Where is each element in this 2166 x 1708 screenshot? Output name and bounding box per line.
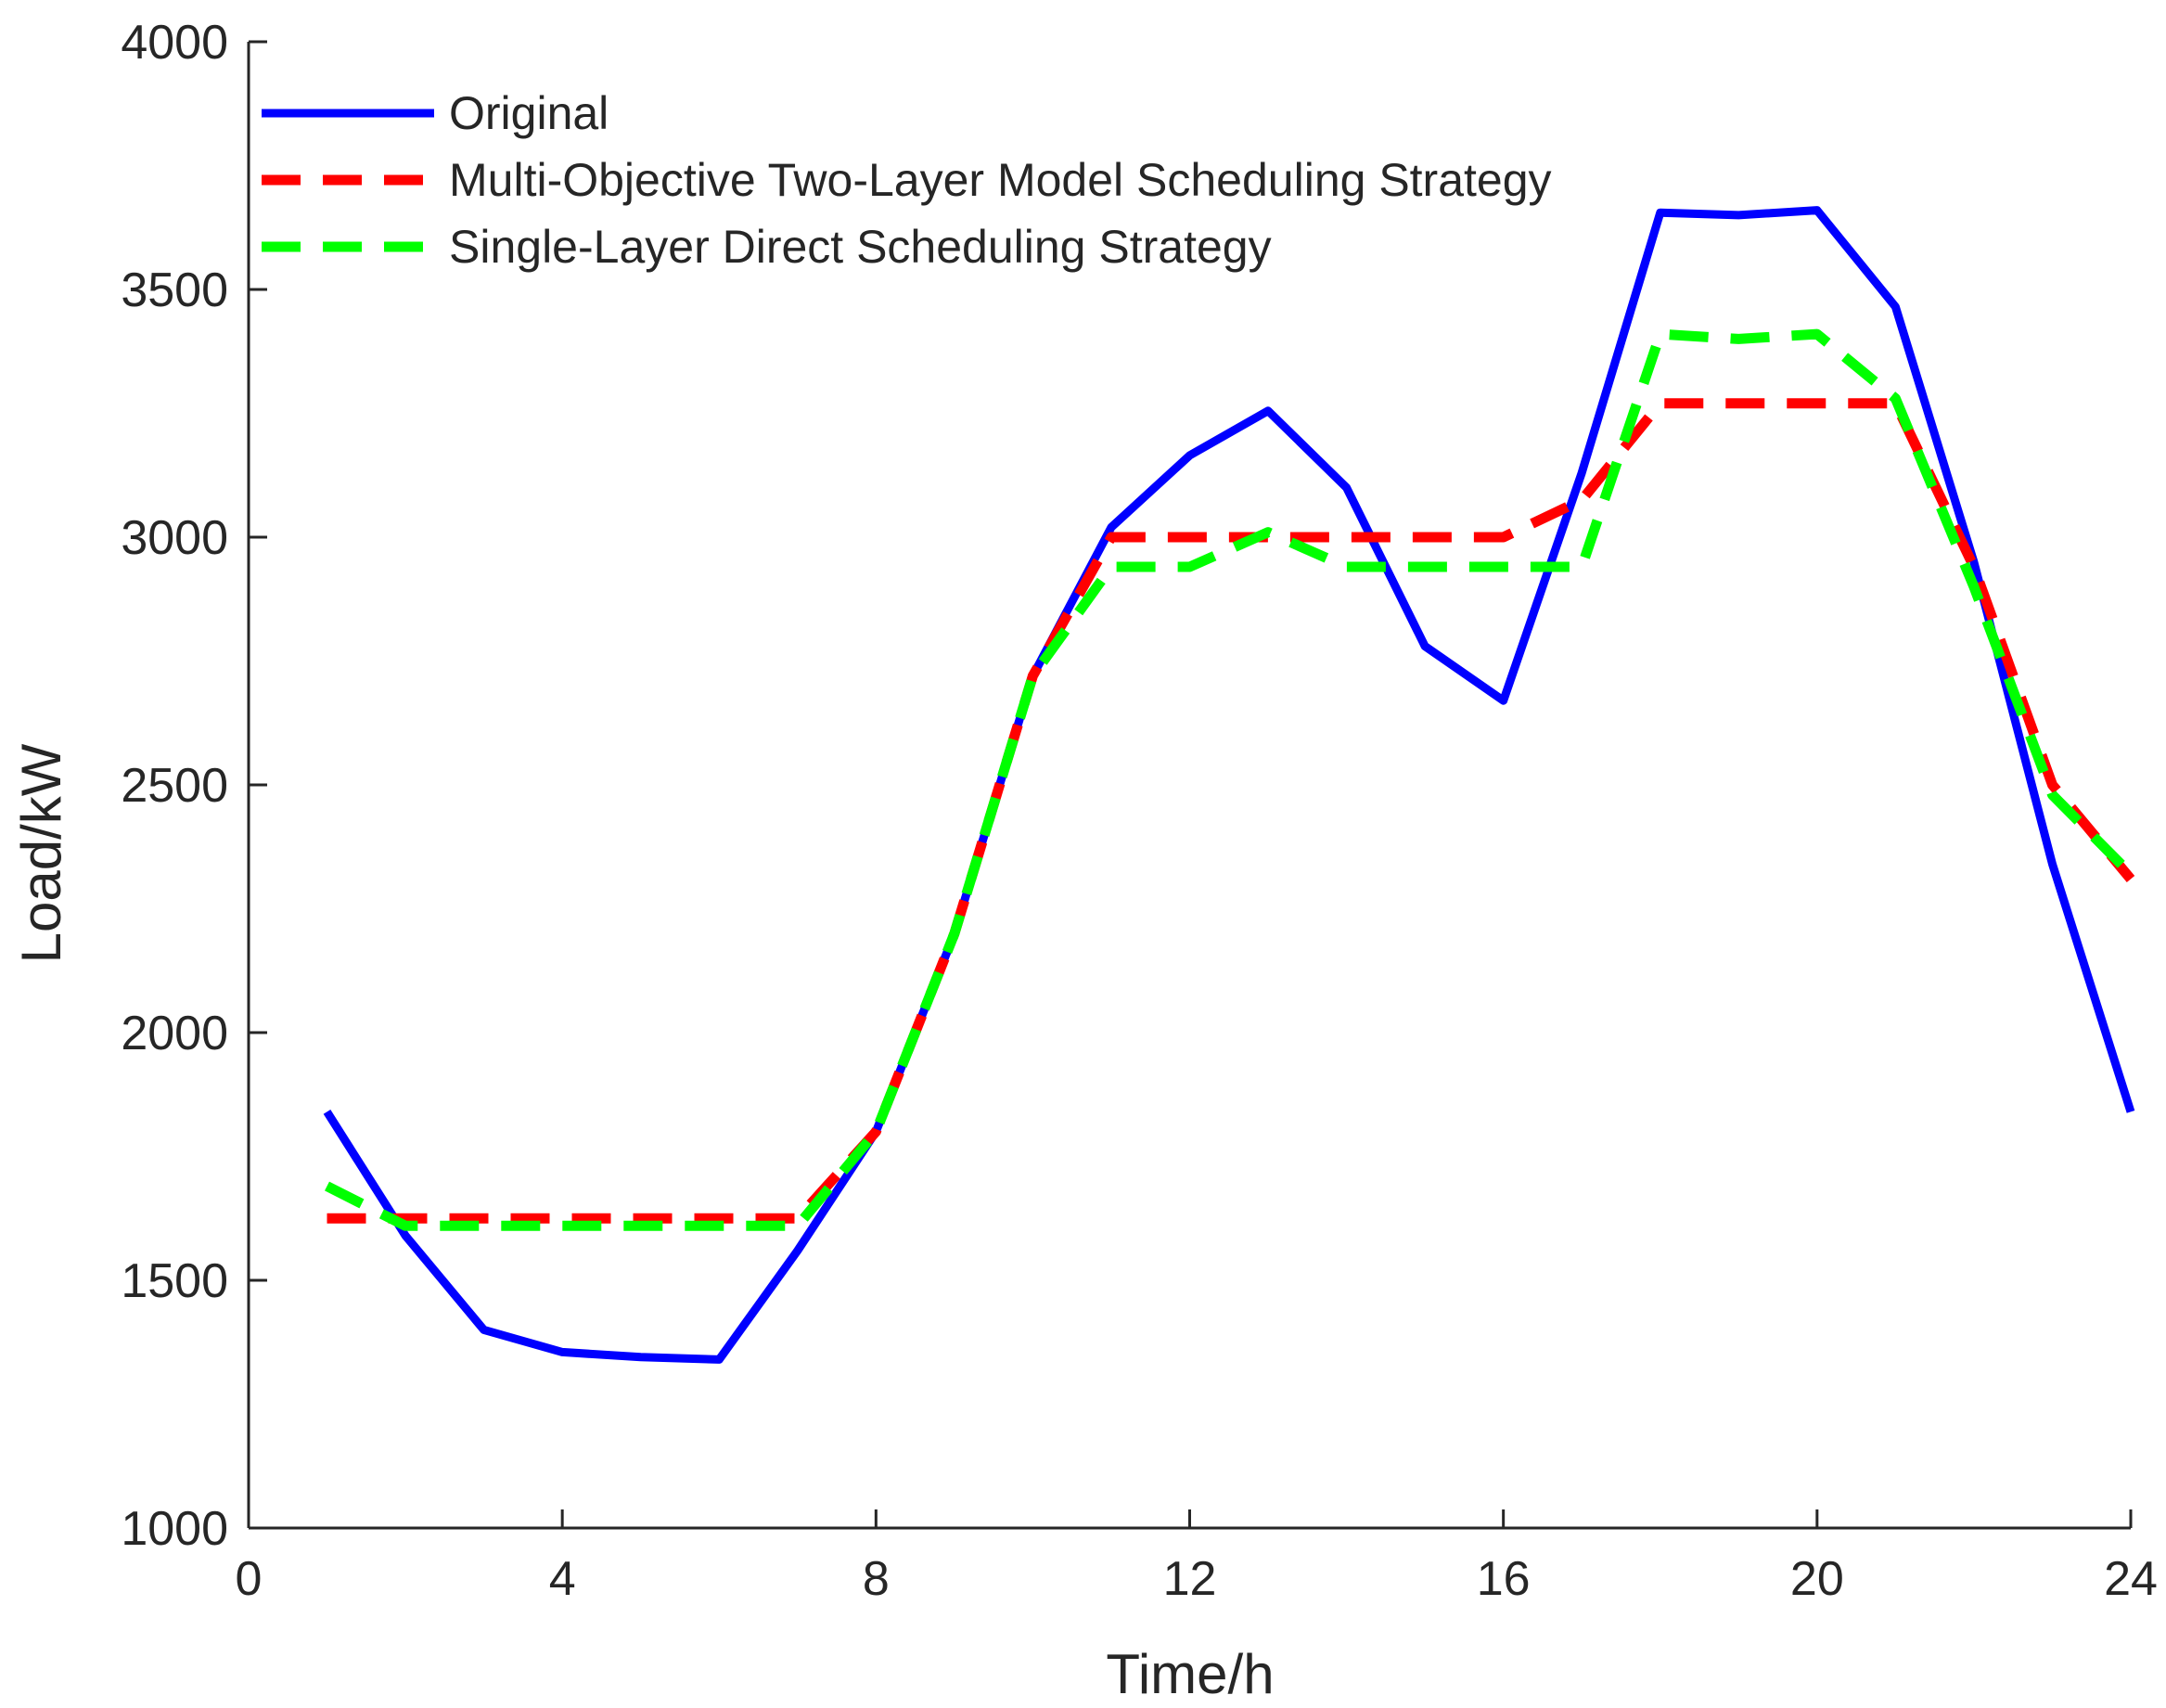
series-line-3 (325, 328, 2134, 1231)
x-tick-label: 16 (1477, 1552, 1531, 1606)
legend: Original Multi-Objective Two-Layer Model … (262, 87, 1552, 273)
y-tick-label: 3000 (121, 511, 228, 565)
y-tick-label: 4000 (121, 16, 228, 70)
x-tick-label: 20 (1790, 1552, 1844, 1606)
x-axis-label: Time/h (1106, 1643, 1274, 1705)
y-tick-label: 2500 (121, 759, 228, 813)
x-tick-label: 12 (1163, 1552, 1217, 1606)
series-line-1 (323, 206, 2135, 1364)
y-tick-label: 3500 (121, 263, 228, 317)
axes: 0 4 8 12 16 20 24 1000 1500 2000 2500 3000 3500 4000 (121, 16, 2158, 1606)
legend-label-3: Single-Layer Direct Scheduling Strategy (449, 221, 1272, 273)
x-tick-label: 24 (2104, 1552, 2158, 1606)
y-tick-label: 1500 (121, 1254, 228, 1308)
legend-label-2: Multi-Objective Two-Layer Model Scheduli… (449, 154, 1552, 206)
x-tick-label: 4 (549, 1552, 576, 1606)
x-tick-label: 0 (236, 1552, 263, 1606)
y-tick-label: 2000 (121, 1007, 228, 1060)
y-tick-label: 1000 (121, 1502, 228, 1556)
series-group (323, 206, 2135, 1364)
y-axis-label: Load/kW (10, 743, 72, 963)
legend-label-1: Original (449, 87, 609, 139)
x-tick-label: 8 (863, 1552, 890, 1606)
